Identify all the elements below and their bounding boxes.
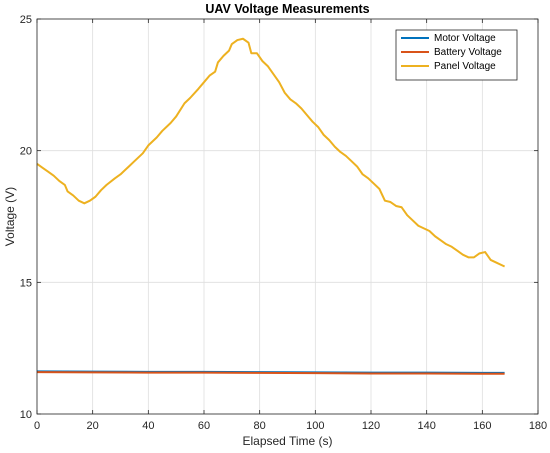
- ticks: 0 20 40 60 80 100 120 140 160 180 10 15 20 25: [20, 14, 547, 432]
- legend-entry-label: Motor Voltage: [434, 33, 496, 44]
- x-tick-label: 60: [198, 420, 210, 432]
- y-axis-title: Voltage (V): [3, 187, 17, 246]
- x-tick-label: 140: [417, 420, 435, 432]
- plot-area: [37, 19, 538, 414]
- x-tick-label: 0: [34, 420, 40, 432]
- x-tick-label: 180: [529, 420, 547, 432]
- series-line-panel-voltage: [36, 37, 506, 268]
- y-tick-label: 20: [20, 146, 32, 158]
- x-tick-label: 20: [87, 420, 99, 432]
- chart-title: UAV Voltage Measurements: [205, 2, 369, 16]
- x-tick-label: 100: [306, 420, 324, 432]
- y-tick-label: 15: [20, 277, 32, 289]
- series-line-battery-voltage: [36, 371, 505, 375]
- plot-frame: [36, 18, 539, 415]
- x-axis-title: Elapsed Time (s): [242, 434, 332, 448]
- x-tick-label: 40: [142, 420, 154, 432]
- y-tick-label: 10: [20, 409, 32, 421]
- y-tick-label: 25: [20, 14, 32, 26]
- x-tick-label: 120: [362, 420, 380, 432]
- legend: Motor Voltage Battery Voltage Panel Voltag…: [395, 29, 518, 81]
- x-tick-label: 160: [473, 420, 491, 432]
- x-tick-label: 80: [254, 420, 266, 432]
- legend-entry-label: Battery Voltage: [434, 47, 502, 58]
- series-lines: [36, 37, 506, 375]
- legend-entry-label: Panel Voltage: [434, 61, 496, 72]
